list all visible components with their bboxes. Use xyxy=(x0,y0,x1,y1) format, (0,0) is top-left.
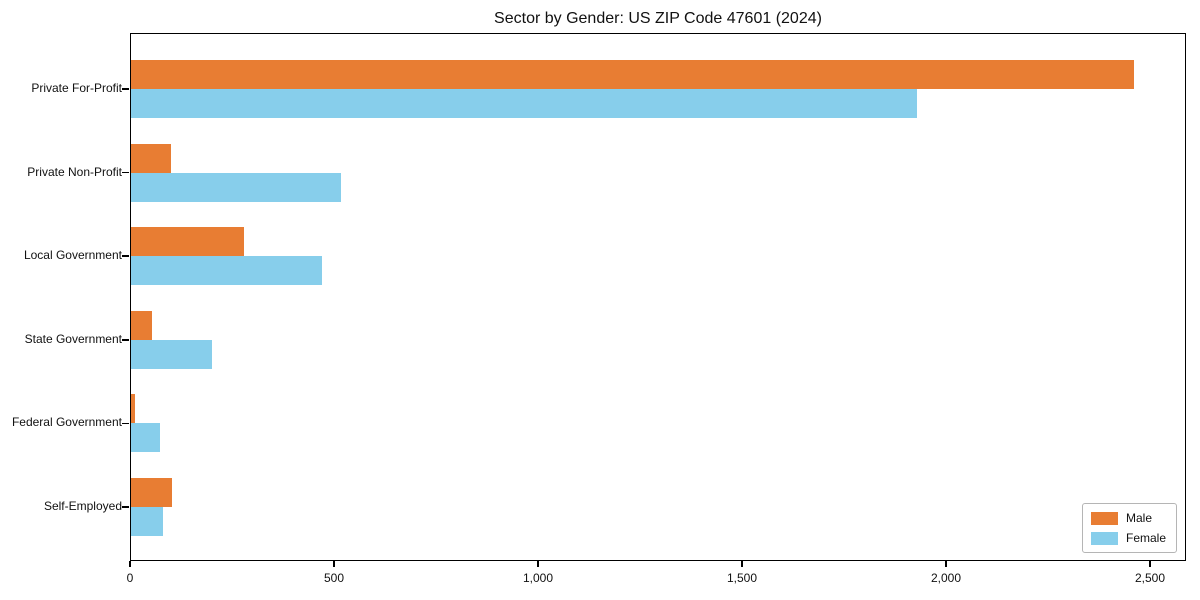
legend: Male Female xyxy=(1081,503,1177,553)
y-tick-local-government xyxy=(121,255,129,257)
bar-female-local-government xyxy=(130,256,322,286)
bar-female-federal-government xyxy=(130,423,160,453)
x-tick-500 xyxy=(333,561,335,567)
y-tick-label-state-government: State Government xyxy=(24,331,122,346)
y-tick-label-private-non-profit: Private Non-Profit xyxy=(27,164,122,179)
bar-female-private-for-profit xyxy=(130,89,918,118)
bar-male-private-non-profit xyxy=(130,143,171,173)
x-tick-label-0: 0 xyxy=(126,571,134,585)
y-tick-label-private-for-profit: Private For-Profit xyxy=(31,81,122,95)
legend-item-female: Female xyxy=(1090,531,1166,545)
y-tick-private-for-profit xyxy=(121,88,129,90)
legend-swatch-male xyxy=(1090,511,1118,525)
y-tick-self-employed xyxy=(121,506,129,508)
bar-female-self-employed xyxy=(130,507,164,536)
legend-swatch-female xyxy=(1090,531,1118,545)
bar-male-self-employed xyxy=(130,478,173,507)
y-tick-private-non-profit xyxy=(121,171,129,174)
x-tick-2500 xyxy=(1149,561,1151,567)
x-tick-label-1000: 1,000 xyxy=(522,571,554,585)
y-tick-label-federal-government: Federal Government xyxy=(11,415,122,430)
bar-male-private-for-profit xyxy=(130,60,1134,89)
legend-label-male: Male xyxy=(1125,511,1152,525)
bar-female-private-non-profit xyxy=(130,172,341,202)
x-tick-0 xyxy=(129,561,131,567)
x-tick-1000 xyxy=(537,561,539,567)
legend-item-male: Male xyxy=(1090,511,1166,525)
bar-male-state-government xyxy=(130,310,152,340)
chart-title: Sector by Gender: US ZIP Code 47601 (202… xyxy=(494,10,822,27)
x-tick-1500 xyxy=(741,561,743,567)
x-tick-label-500: 500 xyxy=(323,571,345,585)
x-tick-2000 xyxy=(945,561,947,567)
x-tick-label-1500: 1,500 xyxy=(726,571,758,585)
y-tick-label-self-employed: Self-Employed xyxy=(43,499,122,513)
bar-female-state-government xyxy=(130,339,212,369)
plot-area: Male Female xyxy=(121,33,1186,567)
bar-male-local-government xyxy=(130,227,245,257)
bar-male-federal-government xyxy=(130,394,135,424)
legend-label-female: Female xyxy=(1125,531,1166,545)
y-tick-federal-government xyxy=(121,422,129,425)
x-tick-label-2500: 2,500 xyxy=(1134,571,1166,585)
y-tick-label-local-government: Local Government xyxy=(23,248,122,263)
x-tick-label-2000: 2,000 xyxy=(930,571,962,585)
y-tick-state-government xyxy=(121,339,129,341)
